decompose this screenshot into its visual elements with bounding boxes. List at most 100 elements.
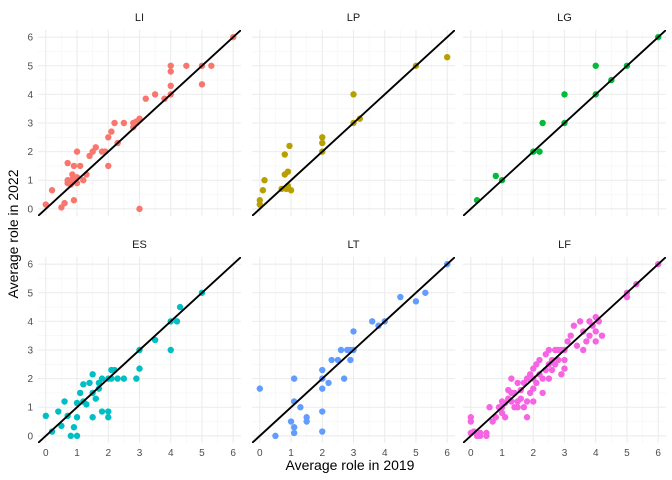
x-tick-label: 1: [288, 448, 294, 459]
data-point: [337, 346, 345, 354]
data-point: [286, 142, 293, 150]
data-point: [92, 395, 99, 402]
data-point: [530, 398, 537, 405]
facet-panels: LI LP LG ES LT LF: [38, 12, 666, 443]
data-point: [86, 379, 93, 387]
x-axis-ticks: 0 1 2 3 4 5 6 0 1 2 3 4 5 6 0 1 2 3 4 5 6: [43, 448, 661, 459]
x-tick-label: 6: [230, 448, 236, 459]
x-tick-label: 1: [74, 448, 80, 459]
data-point: [89, 414, 96, 421]
data-point: [73, 148, 81, 155]
data-point: [573, 342, 581, 349]
data-point: [105, 414, 112, 421]
data-point: [583, 338, 590, 345]
gridlines: [252, 30, 455, 216]
data-point: [167, 62, 174, 69]
data-point: [592, 62, 599, 69]
x-tick-label: 6: [655, 448, 661, 459]
data-point: [272, 432, 279, 440]
x-tick-label: 2: [530, 448, 536, 459]
data-point: [397, 293, 404, 301]
data-point: [536, 356, 543, 364]
data-point: [290, 429, 298, 437]
data-point: [284, 168, 292, 175]
data-point: [151, 91, 159, 98]
data-point: [173, 318, 181, 325]
data-point: [592, 328, 599, 335]
data-point: [167, 82, 174, 90]
data-point: [561, 91, 568, 98]
data-point: [261, 177, 268, 184]
data-point: [375, 322, 382, 329]
y-tick-label: 2: [27, 374, 33, 385]
reference-line: [252, 257, 455, 443]
data-point: [561, 365, 568, 372]
data-point: [167, 346, 174, 354]
reference-line: [463, 30, 666, 216]
data-point: [580, 328, 587, 335]
facet-panel-lg: LG: [463, 12, 666, 216]
x-axis-title: Average role in 2019: [286, 457, 415, 473]
data-point: [536, 148, 543, 155]
data-point: [76, 162, 84, 170]
x-tick-label: 4: [168, 448, 174, 459]
data-point: [319, 139, 326, 147]
data-point: [70, 162, 78, 170]
x-tick-label: 0: [468, 448, 474, 459]
facet-strip-label: LG: [557, 12, 572, 24]
y-tick-label: 1: [27, 176, 33, 187]
x-tick-label: 2: [319, 448, 325, 459]
data-point: [589, 322, 596, 329]
data-point: [356, 115, 363, 122]
y-tick-label: 0: [27, 431, 33, 442]
y-tick-label: 4: [27, 90, 33, 101]
data-point: [256, 385, 264, 392]
gridlines: [252, 257, 455, 443]
data-point: [443, 53, 451, 61]
facet-panel-lp: LP: [252, 12, 455, 216]
data-point: [297, 404, 304, 411]
x-tick-label: 3: [562, 448, 568, 459]
data-point: [73, 432, 81, 440]
y-tick-label: 6: [27, 260, 33, 271]
x-tick-label: 5: [199, 448, 205, 459]
data-point: [73, 414, 81, 421]
data-point: [303, 418, 310, 425]
data-point: [256, 197, 264, 204]
data-point: [319, 408, 326, 415]
data-point: [350, 91, 357, 98]
data-point: [70, 424, 78, 431]
data-point: [111, 119, 118, 127]
x-tick-label: 0: [43, 448, 49, 459]
y-tick-label: 0: [27, 204, 33, 215]
data-point: [533, 379, 540, 387]
data-point: [508, 375, 515, 382]
data-point: [105, 162, 112, 170]
y-axis-title: Average role in 2022: [5, 169, 21, 298]
x-tick-label: 5: [624, 448, 630, 459]
data-point: [48, 428, 56, 435]
reference-line: [38, 257, 241, 443]
data-point: [80, 177, 87, 184]
facet-panel-es: ES: [38, 239, 241, 443]
facet-strip-label: LP: [347, 12, 360, 24]
data-point: [42, 412, 50, 420]
data-point: [167, 68, 174, 75]
data-point: [105, 408, 112, 415]
facet-strip-label: LI: [135, 12, 144, 24]
data-point: [517, 395, 524, 402]
data-point: [120, 375, 128, 382]
y-tick-label: 5: [27, 61, 33, 72]
data-point: [67, 432, 74, 440]
data-point: [340, 375, 348, 382]
data-point: [476, 432, 484, 440]
facet-strip-label: ES: [132, 239, 147, 251]
data-point: [61, 199, 68, 207]
data-point: [523, 398, 531, 405]
x-tick-label: 3: [137, 448, 143, 459]
data-point: [319, 385, 326, 392]
x-tick-label: 4: [382, 448, 388, 459]
y-tick-label: 1: [27, 403, 33, 414]
data-point: [514, 379, 521, 387]
data-point: [586, 332, 593, 339]
